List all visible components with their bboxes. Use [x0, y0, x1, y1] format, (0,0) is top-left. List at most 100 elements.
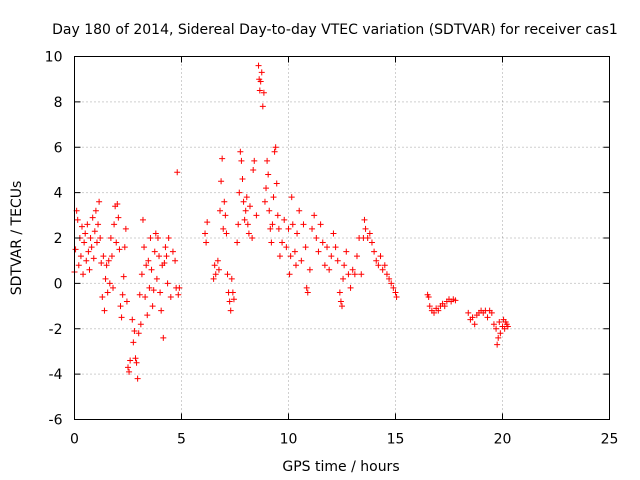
data-point [249, 235, 256, 241]
data-point [471, 321, 478, 328]
data-point [130, 339, 137, 346]
data-point [296, 207, 303, 214]
data-point [156, 253, 163, 260]
data-point [134, 375, 141, 382]
data-point [393, 293, 400, 300]
data-point [381, 262, 388, 269]
data-points [71, 62, 511, 382]
data-point [211, 262, 218, 269]
data-point [120, 273, 127, 280]
data-point [497, 330, 504, 337]
data-point [272, 144, 279, 151]
data-point [276, 253, 283, 260]
data-point [138, 271, 145, 278]
x-tick-label: 25 [601, 432, 619, 448]
data-point [435, 307, 442, 314]
data-point [426, 303, 433, 310]
y-tick-label: -2 [49, 322, 63, 338]
data-point [219, 155, 226, 162]
data-point [129, 316, 136, 323]
data-point [227, 307, 234, 314]
data-point [273, 180, 280, 187]
data-point [488, 309, 495, 316]
data-point [149, 303, 156, 310]
chart-title: Day 180 of 2014, Sidereal Day-to-day VTE… [52, 22, 618, 38]
data-point [175, 291, 182, 298]
x-tick-label: 5 [177, 432, 186, 448]
data-point [91, 228, 98, 235]
data-point [237, 148, 244, 155]
data-point [289, 221, 296, 228]
data-point [353, 253, 360, 260]
data-point [103, 262, 110, 269]
data-point [275, 225, 282, 232]
data-point [268, 239, 275, 246]
data-point [100, 253, 107, 260]
data-point [169, 248, 176, 255]
data-point [154, 235, 161, 241]
data-point [116, 246, 123, 253]
data-point [504, 323, 511, 330]
data-point [351, 271, 358, 278]
data-point [101, 307, 108, 314]
data-point [337, 298, 344, 305]
data-point [309, 225, 316, 232]
data-point [81, 239, 88, 246]
data-point [347, 284, 354, 291]
data-point [80, 271, 87, 278]
data-point [349, 266, 356, 273]
data-point [240, 198, 247, 205]
data-point [121, 244, 128, 251]
data-point [264, 157, 271, 164]
data-point [113, 239, 120, 246]
data-point [74, 216, 81, 223]
data-point [317, 221, 324, 228]
x-tick-label: 15 [387, 432, 405, 448]
data-point [212, 271, 219, 278]
data-point [220, 225, 227, 232]
data-point [373, 257, 380, 264]
data-point [256, 87, 263, 94]
data-point [115, 214, 122, 221]
data-point [89, 214, 96, 221]
data-point [313, 235, 320, 241]
data-point [274, 212, 281, 219]
data-point [340, 275, 347, 282]
data-point [236, 189, 243, 196]
data-point [279, 239, 286, 246]
data-point [93, 239, 100, 246]
data-point [441, 303, 448, 310]
data-point [366, 230, 373, 237]
data-point [203, 239, 210, 246]
data-point [368, 239, 375, 246]
data-point [390, 284, 397, 291]
data-point [82, 230, 89, 237]
data-point [98, 259, 105, 266]
data-point [375, 262, 382, 269]
data-point [266, 207, 273, 214]
data-point [118, 314, 125, 321]
data-point [78, 223, 85, 230]
data-point [153, 275, 160, 282]
data-point [77, 253, 84, 260]
data-point [239, 176, 246, 183]
data-point [136, 291, 143, 298]
data-point [269, 221, 276, 228]
data-point [147, 235, 154, 241]
data-point [163, 253, 170, 260]
data-point [321, 262, 328, 269]
data-point [452, 297, 459, 304]
data-point [144, 312, 151, 319]
data-point [75, 262, 82, 269]
data-point [242, 207, 249, 214]
data-point [226, 298, 233, 305]
axis-ticks: -6 -4 -2 0 2 4 6 8 10 0 5 10 15 20 25 [45, 50, 619, 448]
data-point [285, 225, 292, 232]
data-point [229, 289, 236, 296]
data-point [494, 341, 501, 348]
data-point [117, 303, 124, 310]
data-point [383, 271, 390, 278]
data-point [223, 230, 230, 237]
data-point [135, 330, 142, 337]
data-point [250, 166, 257, 173]
